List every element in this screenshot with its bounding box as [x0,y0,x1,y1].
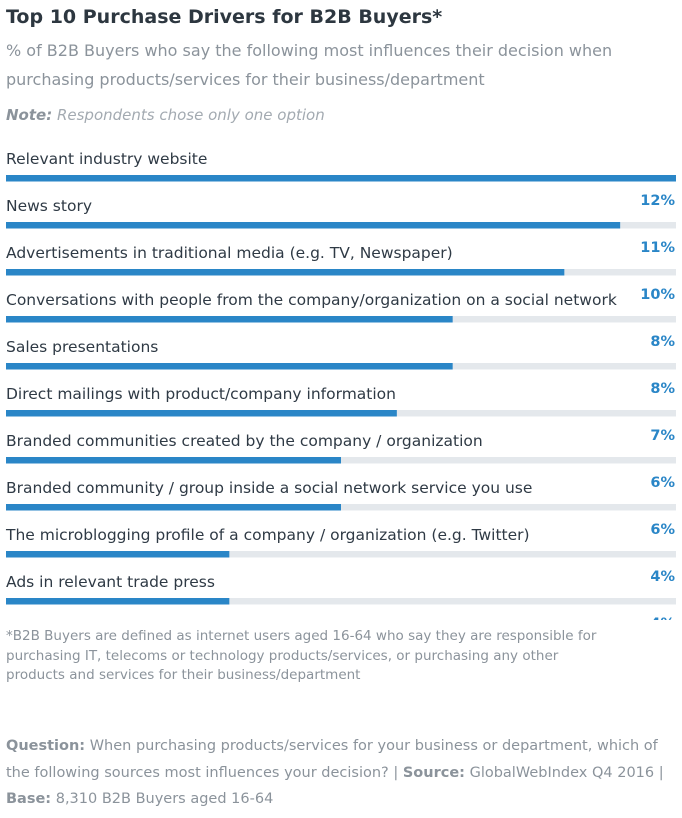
category-label: The microblogging profile of a company /… [5,526,530,544]
value-label: 6% [650,522,675,538]
bar-chart: Relevant industry website 12% News story 11… [5,150,676,620]
bar [6,551,230,558]
value-label: 11% [640,240,675,256]
bar [6,363,453,370]
source-label: Source: [402,764,465,781]
note-label: Note: [6,106,53,124]
value-label: 6% [650,475,675,491]
value-label: 4% [650,569,675,585]
chart-subtitle: % of B2B Buyers who say the following mo… [6,41,613,89]
category-label: Conversations with people from the compa… [6,291,617,309]
value-label: 7% [650,428,675,444]
bar [6,410,397,417]
question-text: When purchasing products/services for yo… [6,738,658,781]
bar-track [6,598,676,605]
value-label: 4% [650,616,675,620]
bar [6,457,341,464]
chart-title: Top 10 Purchase Drivers for B2B Buyers* [6,6,443,28]
base-label: Base: [6,791,52,807]
value-label: 8% [650,334,675,350]
bar-track [6,551,676,558]
category-label: Relevant industry website [6,150,207,168]
note-text: Respondents chose only one option [52,106,325,124]
question-label: Question: [6,738,86,754]
category-label: Advertisements in traditional media (e.g… [6,244,453,262]
base-text: 8,310 B2B Buyers aged 16-64 [51,791,274,807]
value-label: 10% [640,287,675,303]
category-label: News story [6,197,92,215]
category-label: Sales presentations [6,338,158,356]
chart-note: Note: Respondents chose only one option [6,106,325,124]
bar [6,175,676,182]
footnote: *B2B Buyers are defined as internet user… [6,628,597,683]
source-text: GlobalWebIndex Q4 2016 [464,764,655,781]
value-label: 8% [650,381,675,397]
value-label: 12% [640,193,675,209]
bar [6,598,230,605]
separator: | [388,764,403,781]
category-label: Branded community / group inside a socia… [6,479,532,497]
category-label: Direct mailings with product/company inf… [6,385,396,403]
category-label: Ads in relevant trade press [6,573,215,591]
bar [6,222,621,229]
separator: | [654,764,664,781]
footer-info: Question: When purchasing products/servi… [6,733,678,813]
bar [6,316,453,323]
category-label: Branded communities created by the compa… [6,432,483,450]
bar [6,504,341,511]
bar [6,269,565,276]
